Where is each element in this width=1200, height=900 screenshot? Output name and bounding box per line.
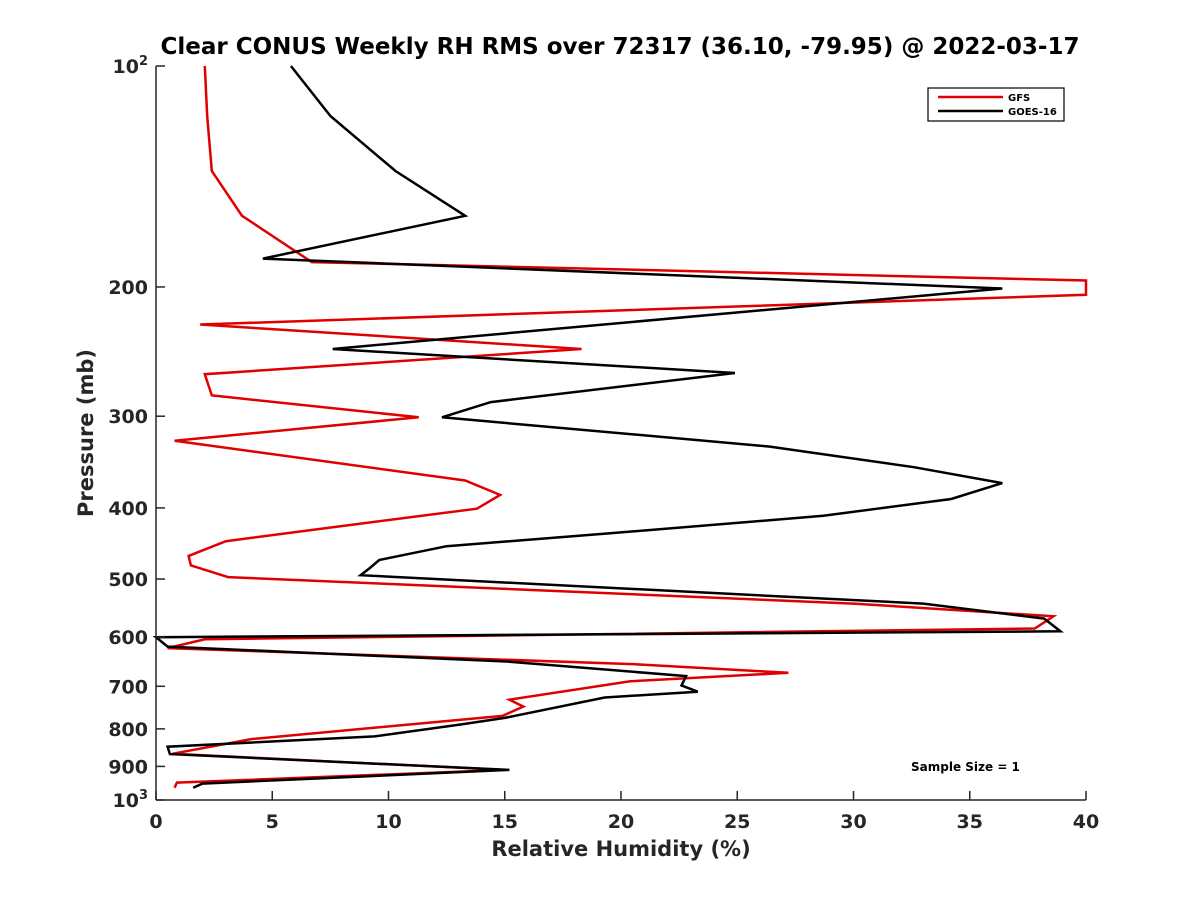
y-tick-label: 200 (108, 277, 148, 299)
y-tick-label: 500 (108, 569, 148, 591)
x-tick-label: 0 (149, 811, 162, 833)
x-tick-layer: 0 5 10 15 20 25 30 35 40 (149, 791, 1099, 833)
y-tick-label: 600 (108, 627, 148, 649)
chart-title: Clear CONUS Weekly RH RMS over 72317 (36… (161, 34, 1080, 60)
y-tick-label: 102 (113, 54, 149, 78)
y-tick-layer: 102 200 300 400 500 600 700 800 900 103 (108, 54, 165, 812)
legend: GFS GOES-16 (927, 87, 1065, 122)
x-tick-label: 40 (1073, 811, 1099, 833)
series-line-gfs (167, 65, 1088, 789)
y-tick-label: 800 (108, 719, 148, 741)
y-tick-label: 400 (108, 498, 148, 520)
legend-label-goes16: GOES-16 (1008, 107, 1057, 118)
x-tick-label: 30 (840, 811, 866, 833)
legend-label-gfs: GFS (1008, 93, 1030, 104)
x-axis-label: Relative Humidity (%) (491, 837, 750, 861)
y-axis-label: Pressure (mb) (74, 349, 98, 517)
y-tick-label: 900 (108, 756, 148, 778)
sample-size-annotation: Sample Size = 1 (911, 760, 1020, 774)
series-layer (152, 65, 1088, 789)
y-tick-label: 103 (113, 788, 149, 812)
y-tick-label: 300 (108, 406, 148, 428)
x-tick-label: 15 (492, 811, 518, 833)
x-tick-label: 5 (266, 811, 279, 833)
x-tick-label: 25 (724, 811, 750, 833)
x-tick-label: 20 (608, 811, 634, 833)
series-line-goes16 (152, 65, 1064, 789)
x-tick-label: 35 (957, 811, 983, 833)
x-tick-label: 10 (375, 811, 401, 833)
y-tick-label: 700 (108, 676, 148, 698)
legend-box (927, 87, 1065, 122)
